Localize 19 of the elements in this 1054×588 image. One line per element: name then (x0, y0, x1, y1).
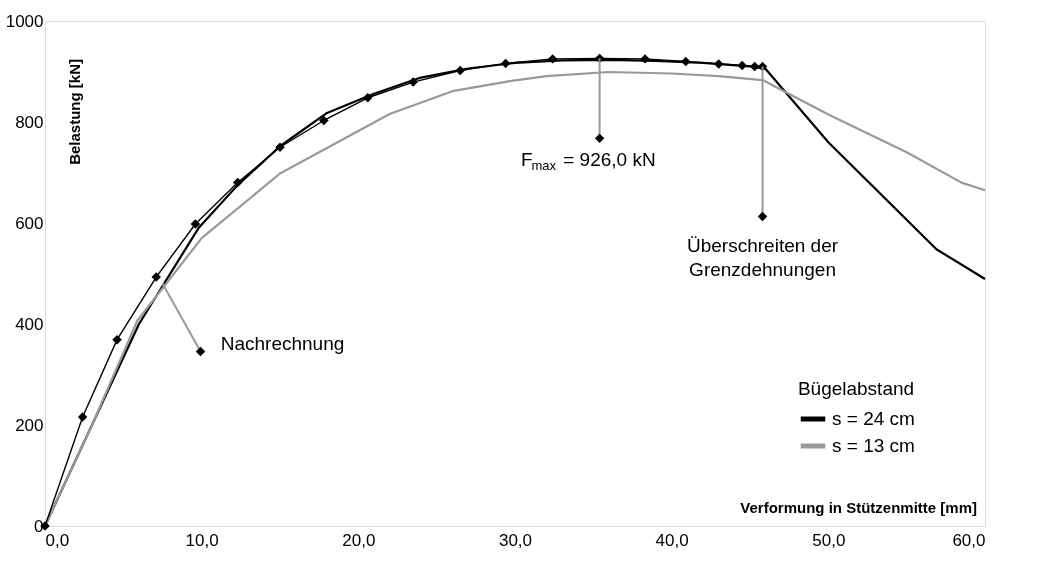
x-tick-label: 60,0 (952, 530, 986, 550)
x-axis-title: Verformung in Stützenmitte [mm] (740, 499, 977, 516)
y-tick-label: 600 (15, 213, 44, 233)
y-axis-title: Belastung [kN] (66, 59, 83, 165)
y-tick-label: 800 (15, 112, 44, 132)
x-tick-label: 10,0 (185, 530, 219, 550)
y-tick-label: 1000 (5, 11, 44, 31)
x-tick-label: 40,0 (655, 530, 689, 550)
annotation: Nachrechnung (220, 332, 345, 354)
legend-label: s = 13 cm (832, 435, 915, 456)
x-tick-label: 0,0 (45, 530, 70, 550)
legend-title: Bügelabstand (797, 378, 915, 399)
x-tick-label: 20,0 (342, 530, 376, 550)
x-tick-label: 50,0 (812, 530, 846, 550)
annotation: Überschreiten der Grenzdehnungen (687, 235, 839, 281)
x-tick-label: 30,0 (498, 530, 533, 550)
y-tick-label: 200 (15, 415, 44, 435)
legend-label: s = 24 cm (832, 408, 915, 429)
y-tick-label: 400 (15, 314, 44, 334)
